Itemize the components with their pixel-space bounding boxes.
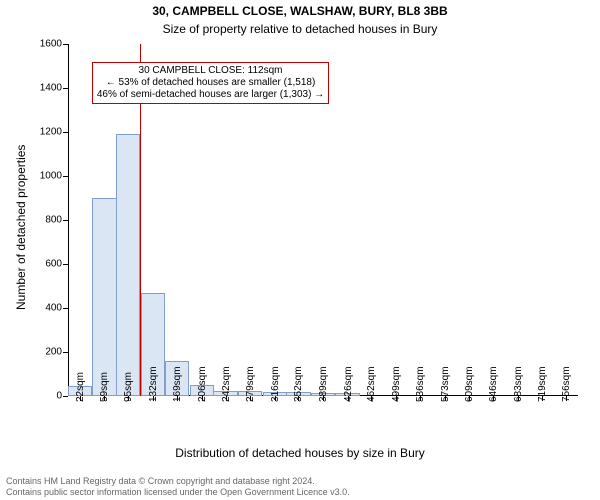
page-subtitle: Size of property relative to detached ho… xyxy=(0,22,600,36)
x-tick-label: 536sqm xyxy=(415,366,426,402)
y-tick-mark xyxy=(63,352,68,353)
x-tick-label: 59sqm xyxy=(99,372,110,402)
y-tick-mark xyxy=(63,264,68,265)
y-axis-label: Number of detached properties xyxy=(14,145,28,310)
y-tick-label: 800 xyxy=(45,215,62,226)
y-tick-label: 0 xyxy=(56,391,62,402)
x-tick-label: 646sqm xyxy=(488,366,499,402)
page-title: 30, CAMPBELL CLOSE, WALSHAW, BURY, BL8 3… xyxy=(0,4,600,18)
x-tick-label: 499sqm xyxy=(391,366,402,402)
x-tick-label: 316sqm xyxy=(270,366,281,402)
x-tick-label: 426sqm xyxy=(343,366,354,402)
x-tick-label: 279sqm xyxy=(245,366,256,402)
y-tick-label: 600 xyxy=(45,259,62,270)
x-tick-label: 389sqm xyxy=(318,366,329,402)
x-tick-label: 573sqm xyxy=(440,366,451,402)
y-tick-mark xyxy=(63,88,68,89)
x-tick-label: 719sqm xyxy=(537,366,548,402)
x-tick-label: 352sqm xyxy=(293,366,304,402)
x-tick-label: 756sqm xyxy=(561,366,572,402)
y-tick-mark xyxy=(63,176,68,177)
x-tick-label: 683sqm xyxy=(513,366,524,402)
y-tick-label: 400 xyxy=(45,303,62,314)
histogram-bar xyxy=(92,198,116,396)
x-tick-label: 242sqm xyxy=(221,366,232,402)
y-tick-mark xyxy=(63,396,68,397)
y-tick-label: 200 xyxy=(45,347,62,358)
footer-line1: Contains HM Land Registry data © Crown c… xyxy=(6,476,350,487)
x-tick-label: 22sqm xyxy=(75,372,86,402)
annotation-line1: 30 CAMPBELL CLOSE: 112sqm xyxy=(97,65,324,77)
x-tick-label: 206sqm xyxy=(197,366,208,402)
x-axis-label: Distribution of detached houses by size … xyxy=(0,446,600,460)
plot-area: 0200400600800100012001400160022sqm59sqm9… xyxy=(68,44,578,396)
x-tick-label: 609sqm xyxy=(464,366,475,402)
y-tick-label: 1400 xyxy=(40,83,62,94)
x-tick-label: 169sqm xyxy=(172,366,183,402)
x-tick-label: 132sqm xyxy=(148,366,159,402)
y-tick-mark xyxy=(63,220,68,221)
annotation-line2: ← 53% of detached houses are smaller (1,… xyxy=(97,77,324,89)
y-tick-label: 1200 xyxy=(40,127,62,138)
histogram-bar xyxy=(116,134,140,396)
y-tick-mark xyxy=(63,44,68,45)
y-tick-label: 1600 xyxy=(40,39,62,50)
annotation-line3: 46% of semi-detached houses are larger (… xyxy=(97,89,324,101)
y-tick-mark xyxy=(63,132,68,133)
y-tick-label: 1000 xyxy=(40,171,62,182)
footer: Contains HM Land Registry data © Crown c… xyxy=(0,476,350,498)
chart-page: 30, CAMPBELL CLOSE, WALSHAW, BURY, BL8 3… xyxy=(0,0,600,500)
annotation-box: 30 CAMPBELL CLOSE: 112sqm ← 53% of detac… xyxy=(92,62,329,104)
y-tick-mark xyxy=(63,308,68,309)
x-tick-label: 95sqm xyxy=(123,372,134,402)
y-axis-line xyxy=(68,44,69,396)
footer-line2: Contains public sector information licen… xyxy=(6,487,350,498)
x-tick-label: 462sqm xyxy=(366,366,377,402)
